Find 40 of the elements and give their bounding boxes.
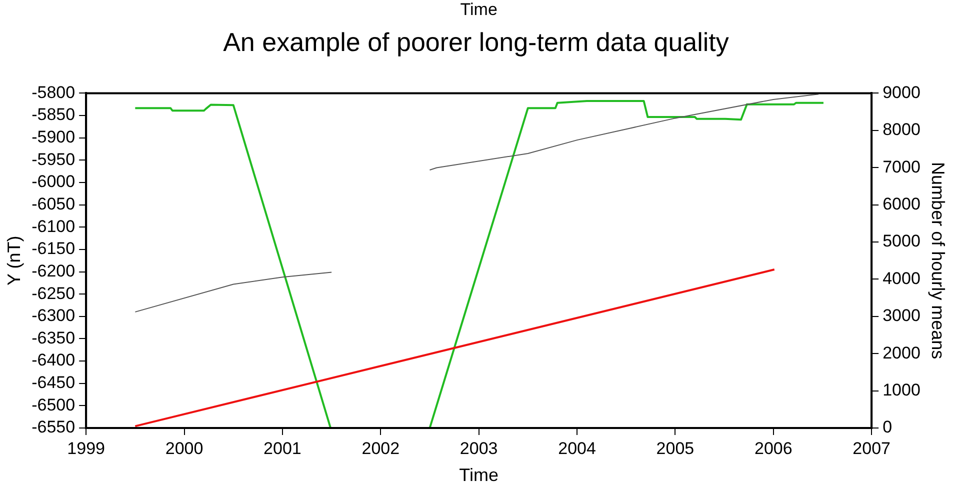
y2-tick-label: 0 [882, 418, 892, 437]
y-tick-label: -6500 [32, 395, 76, 414]
x-tick-label: 2004 [558, 438, 596, 458]
y-tick-label: -5800 [32, 82, 76, 102]
x-tick-label: 2006 [754, 438, 792, 458]
y2-tick-label: 9000 [882, 82, 920, 102]
y2-tick-label: 8000 [882, 120, 920, 140]
x-tick-label: 2005 [656, 438, 694, 458]
y2-tick-label: 7000 [882, 157, 920, 176]
y2-tick-label: 1000 [882, 380, 920, 400]
x-tick-label: 2002 [362, 438, 400, 458]
x-axis-title: Time [459, 465, 498, 486]
text: Time [460, 0, 498, 20]
y-tick-label: -6100 [32, 216, 76, 236]
y-tick-label: -6300 [32, 306, 76, 326]
y2-tick-label: 2000 [882, 343, 920, 362]
y-tick-label: -6150 [32, 239, 76, 258]
y-tick-label: -5900 [32, 128, 76, 147]
y-tick-label: -5950 [32, 150, 76, 169]
y-tick-label: -6000 [32, 172, 76, 192]
y-tick-label: -6450 [32, 373, 76, 392]
y2-tick-label: 3000 [882, 306, 920, 326]
y-tick-label: -6050 [32, 194, 76, 214]
chart-title: An example of poorer long-term data quality [223, 26, 729, 57]
y2-tick-label: 4000 [882, 268, 920, 288]
y2-axis-title: Number of hourly means [928, 162, 948, 360]
y-tick-label: -6250 [32, 284, 76, 303]
y-tick-label: -5850 [32, 105, 76, 124]
x-tick-label: 1999 [67, 438, 105, 458]
x-tick-label: 2007 [852, 438, 890, 458]
y-axis-title: Y (nT) [4, 236, 24, 286]
y-tick-label: -6400 [32, 350, 76, 370]
y2-tick-label: 5000 [882, 232, 920, 251]
x-tick-label: 2000 [165, 438, 204, 458]
y2-tick-label: 6000 [882, 194, 920, 214]
y-tick-label: -6350 [32, 328, 76, 348]
x-tick-label: 2003 [460, 438, 498, 458]
y-tick-label: -6550 [32, 418, 76, 437]
y-tick-label: -6200 [32, 261, 76, 280]
x-tick-label: 2001 [264, 438, 302, 458]
